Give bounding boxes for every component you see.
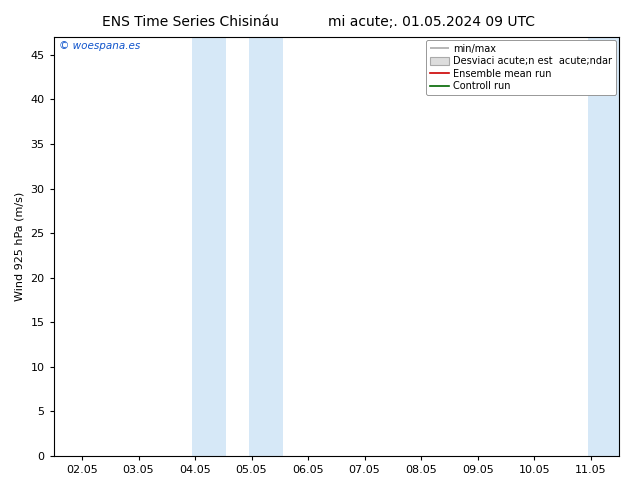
Bar bbox=[192, 37, 226, 456]
Text: mi acute;. 01.05.2024 09 UTC: mi acute;. 01.05.2024 09 UTC bbox=[328, 15, 534, 29]
Bar bbox=[588, 37, 622, 456]
Text: ENS Time Series Chisináu: ENS Time Series Chisináu bbox=[101, 15, 279, 29]
Bar bbox=[249, 37, 283, 456]
Text: © woespana.es: © woespana.es bbox=[60, 41, 141, 51]
Y-axis label: Wind 925 hPa (m/s): Wind 925 hPa (m/s) bbox=[15, 192, 25, 301]
Legend: min/max, Desviaci acute;n est  acute;ndar, Ensemble mean run, Controll run: min/max, Desviaci acute;n est acute;ndar… bbox=[426, 40, 616, 95]
